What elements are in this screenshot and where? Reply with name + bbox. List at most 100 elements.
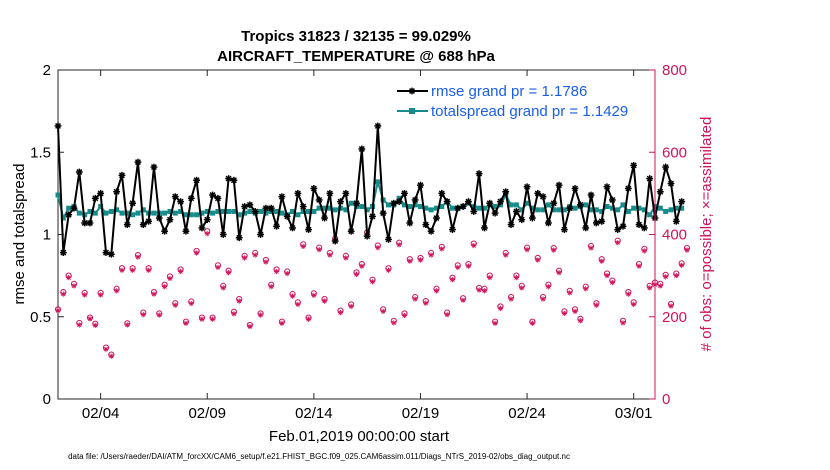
rmse-point <box>598 217 606 225</box>
plot-area <box>57 69 656 400</box>
obs-assimilated-point <box>497 305 504 312</box>
obs-assimilated-point <box>114 288 120 294</box>
obs-assimilated-point <box>156 312 162 318</box>
rmse-point <box>134 158 142 166</box>
totalspread-point <box>513 202 519 208</box>
rmse-point <box>129 199 137 207</box>
obs-assimilated-point <box>71 283 77 289</box>
y-tick-label: 1 <box>43 227 51 244</box>
rmse-point <box>219 231 227 238</box>
obs-assimilated-point <box>162 284 168 290</box>
obs-assimilated-point <box>183 320 189 326</box>
totalspread-point <box>545 202 551 208</box>
obs-assimilated-point <box>300 243 306 250</box>
obs-assimilated-point <box>540 296 546 302</box>
totalspread-point <box>124 210 130 216</box>
rmse-point <box>65 211 73 219</box>
rmse-point <box>235 234 243 242</box>
obs-assimilated-point <box>663 274 669 280</box>
totalspread-point <box>433 205 439 211</box>
legend-rmse-star <box>408 87 416 95</box>
totalspread-point <box>204 208 210 214</box>
obs-assimilated-point <box>471 243 477 249</box>
obs-assimilated-point <box>620 320 626 326</box>
obs-assimilated-point <box>130 267 136 273</box>
obs-assimilated-point <box>124 322 130 328</box>
obs-assimilated-point <box>636 263 642 269</box>
totalspread-point <box>401 202 407 208</box>
rmse-point <box>81 219 89 227</box>
rmse-point <box>411 196 419 204</box>
rmse-point <box>278 193 286 201</box>
rmse-point <box>523 183 531 191</box>
totalspread-point <box>572 205 578 211</box>
totalspread-point <box>55 192 61 198</box>
rmse-point <box>123 221 131 229</box>
rmse-point <box>475 170 483 178</box>
rmse-point <box>193 176 200 184</box>
obs-assimilated-point <box>684 247 690 253</box>
obs-assimilated-point <box>295 301 301 308</box>
rmse-point <box>672 217 680 225</box>
totalspread-point <box>519 207 525 213</box>
obs-assimilated-point <box>593 302 599 308</box>
totalspread-point <box>556 207 562 213</box>
x-axis: 02/04 02/09 02/14 02/19 02/24 03/01 <box>82 70 652 422</box>
totalspread-point <box>130 212 136 218</box>
rmse-point <box>630 162 638 169</box>
obs-assimilated-point <box>524 247 530 253</box>
y-right-tick-label: 800 <box>662 62 687 79</box>
rmse-point <box>241 203 248 210</box>
rmse-point <box>273 222 280 230</box>
obs-assimilated-point <box>375 245 381 251</box>
obs-assimilated-point <box>55 307 61 314</box>
rmse-point <box>656 188 664 196</box>
rmse-point <box>102 249 110 256</box>
obs-assimilated-point <box>209 316 216 322</box>
y-tick-label: 1.5 <box>30 144 51 161</box>
totalspread-point <box>620 202 626 208</box>
obs-assimilated-point <box>407 258 413 264</box>
totalspread-point <box>151 210 157 216</box>
rmse-point <box>619 222 627 230</box>
x-tick-label: 02/14 <box>295 405 333 422</box>
obs-assimilated-point <box>247 324 253 330</box>
rmse-point <box>534 189 542 197</box>
rmse-point <box>433 214 440 222</box>
rmse-point <box>385 236 392 243</box>
rmse-point <box>550 199 558 207</box>
rmse-point <box>454 204 462 212</box>
rmse-point <box>646 175 654 182</box>
rmse-point <box>374 122 382 130</box>
obs-assimilated-point <box>316 247 322 253</box>
rmse-point <box>539 193 547 201</box>
obs-assimilated-point <box>82 292 88 298</box>
rmse-point <box>635 221 643 229</box>
totalspread-point <box>327 205 333 211</box>
rmse-point <box>230 176 238 184</box>
rmse-point <box>582 224 590 232</box>
rmse-point <box>502 188 510 196</box>
obs-assimilated-point <box>76 322 82 328</box>
obs-assimilated-point <box>273 268 280 275</box>
rmse-point <box>118 171 126 179</box>
totalspread-point <box>178 208 184 214</box>
totalspread-point <box>60 215 66 221</box>
totalspread-point <box>529 205 535 211</box>
obs-assimilated-point <box>503 252 509 258</box>
legend-spread-label: totalspread grand pr = 1.1429 <box>431 103 628 120</box>
obs-assimilated-point <box>487 275 493 281</box>
obs-assimilated-point <box>567 290 573 296</box>
totalspread-point <box>306 208 312 214</box>
obs-assimilated-point <box>241 255 248 261</box>
obs-assimilated-point <box>369 279 376 285</box>
legend-rmse-marker <box>408 87 416 95</box>
totalspread-point <box>439 204 445 210</box>
totalspread-point <box>535 207 541 213</box>
totalspread-point <box>657 205 663 211</box>
obs-assimilated-point <box>279 320 285 326</box>
obs-assimilated-point <box>327 252 333 258</box>
rmse-point <box>86 219 94 227</box>
obs-assimilated-point <box>481 288 488 294</box>
totalspread-point <box>258 208 264 214</box>
